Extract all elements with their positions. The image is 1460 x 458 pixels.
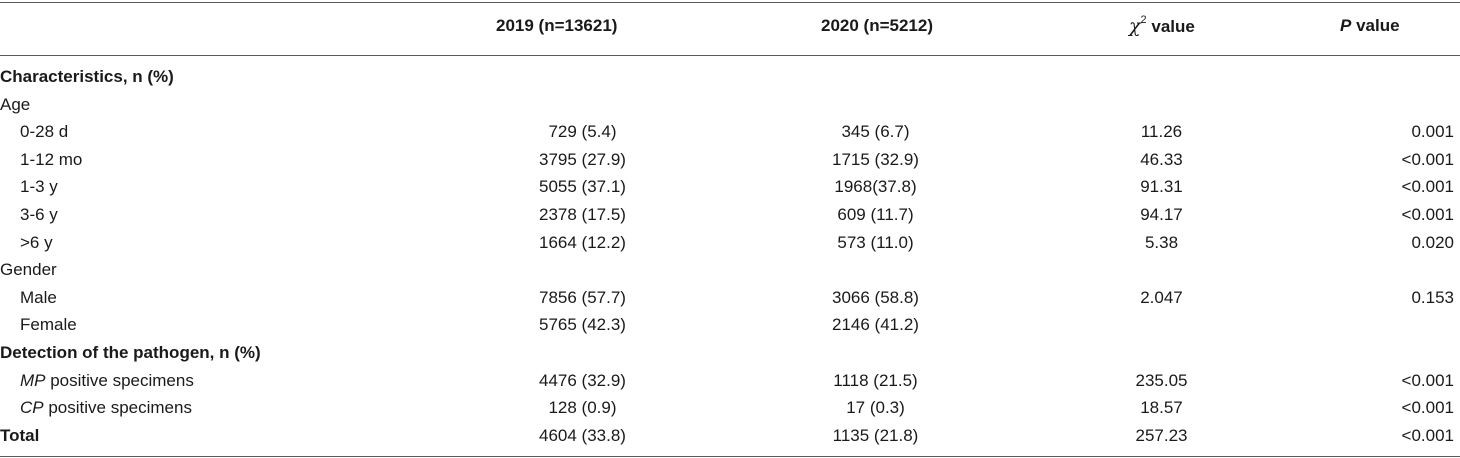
row-label: CP positive specimens: [20, 394, 192, 422]
row-label: 1-3 y: [20, 177, 58, 197]
cell-c2: 609 (11.7): [837, 204, 914, 224]
cell-c3: 46.33: [1140, 149, 1183, 169]
cell-c1: 128 (0.9): [548, 398, 617, 418]
p-header-text: value: [1351, 16, 1400, 35]
cell-c2: 345 (6.7): [841, 122, 910, 142]
table-row: Female 5765 (42.3) 2146 (41.2): [0, 311, 1460, 339]
cell-c1: 729 (5.4): [548, 122, 617, 142]
header-2020: 2020 (n=5212): [821, 16, 933, 35]
cell-c2: 1968(37.8): [834, 177, 917, 197]
header-p-value: P value: [1340, 15, 1400, 37]
table-row: Gender: [0, 256, 1460, 284]
cell-c1: 7856 (57.7): [539, 287, 626, 307]
row-label: Detection of the pathogen, n (%): [0, 342, 261, 362]
cell-c4: <0.001: [1401, 370, 1454, 390]
p-letter: P: [1340, 16, 1352, 35]
cell-c1: 1664 (12.2): [539, 232, 626, 252]
row-label: 1-12 mo: [20, 149, 83, 169]
cell-c2: 3066 (58.8): [832, 287, 919, 307]
row-label: 0-28 d: [20, 122, 69, 142]
cell-c1: 3795 (27.9): [539, 149, 626, 169]
cell-c3: 235.05: [1135, 370, 1188, 390]
cell-c2: 1715 (32.9): [832, 149, 919, 169]
table-row: >6 y 1664 (12.2) 573 (11.0) 5.38 0.020: [0, 229, 1460, 257]
cell-c2: 2146 (41.2): [832, 315, 919, 335]
table-row: Total 4604 (33.8) 1135 (21.8) 257.23 <0.001: [0, 422, 1460, 450]
row-label-italic: CP: [20, 398, 44, 418]
cell-c4: <0.001: [1401, 177, 1454, 197]
cell-c4: <0.001: [1401, 204, 1454, 224]
cell-c1: 5055 (37.1): [539, 177, 626, 197]
cell-c3: 94.17: [1140, 204, 1183, 224]
header-rule: [0, 55, 1460, 56]
table-row: Age: [0, 91, 1460, 119]
table-top-rule: [0, 2, 1460, 3]
table-row: MP positive specimens 4476 (32.9) 1118 (21…: [0, 367, 1460, 395]
table-bottom-rule: [0, 456, 1460, 457]
row-label-italic: MP: [20, 370, 46, 390]
row-label: Gender: [0, 260, 57, 280]
cell-c3: 2.047: [1140, 287, 1183, 307]
chi-superscript: 2: [1140, 14, 1147, 26]
table-row: 0-28 d 729 (5.4) 345 (6.7) 11.26 0.001: [0, 118, 1460, 146]
table-row: 1-12 mo 3795 (27.9) 1715 (32.9) 46.33 <0.001: [0, 146, 1460, 174]
cell-c3: 5.38: [1144, 232, 1179, 252]
row-label: MP positive specimens: [20, 367, 194, 395]
table-row: Characteristics, n (%): [0, 63, 1460, 91]
table-row: Detection of the pathogen, n (%): [0, 339, 1460, 367]
cell-c3: 91.31: [1140, 177, 1183, 197]
row-label: Female: [20, 315, 77, 335]
row-label: Total: [0, 425, 40, 445]
table-row: 1-3 y 5055 (37.1) 1968(37.8) 91.31 <0.001: [0, 173, 1460, 201]
row-label: 3-6 y: [20, 204, 58, 224]
cell-c4: <0.001: [1401, 149, 1454, 169]
row-label: Male: [20, 287, 57, 307]
table-row: CP positive specimens 128 (0.9) 17 (0.3) 18…: [0, 394, 1460, 422]
cell-c1: 4476 (32.9): [539, 370, 626, 390]
cell-c1: 4604 (33.8): [539, 425, 626, 445]
table-row: Male 7856 (57.7) 3066 (58.8) 2.047 0.153: [0, 284, 1460, 312]
row-label-text: positive specimens: [45, 370, 194, 390]
header-2019: 2019 (n=13621): [496, 16, 618, 35]
table-body: Characteristics, n (%) Age 0-28 d 729 (5.4)…: [0, 63, 1460, 449]
cell-c4: 0.001: [1411, 122, 1454, 142]
cell-c4: 0.153: [1411, 287, 1454, 307]
row-label: Age: [0, 94, 31, 114]
cell-c3: 257.23: [1135, 425, 1188, 445]
cell-c4: <0.001: [1401, 425, 1454, 445]
cell-c3: 11.26: [1140, 122, 1183, 142]
cell-c2: 1135 (21.8): [832, 425, 919, 445]
row-label: >6 y: [20, 232, 53, 252]
chi-header-text: value: [1146, 17, 1195, 36]
cell-c1: 5765 (42.3): [539, 315, 626, 335]
cell-c1: 2378 (17.5): [539, 204, 626, 224]
chi-letter: χ: [1129, 15, 1141, 37]
row-label-text: positive specimens: [43, 398, 192, 418]
table-row: 3-6 y 2378 (17.5) 609 (11.7) 94.17 <0.001: [0, 201, 1460, 229]
cell-c4: <0.001: [1401, 398, 1454, 418]
cell-c4: 0.020: [1411, 232, 1454, 252]
cell-c2: 1118 (21.5): [833, 370, 918, 390]
cell-c3: 18.57: [1140, 398, 1183, 418]
cell-c2: 17 (0.3): [846, 398, 905, 418]
header-chi-square: χ2 value: [1129, 15, 1195, 38]
cell-c2: 573 (11.0): [837, 232, 914, 252]
row-label: Characteristics, n (%): [0, 67, 174, 86]
chi-symbol: χ2: [1129, 14, 1147, 38]
